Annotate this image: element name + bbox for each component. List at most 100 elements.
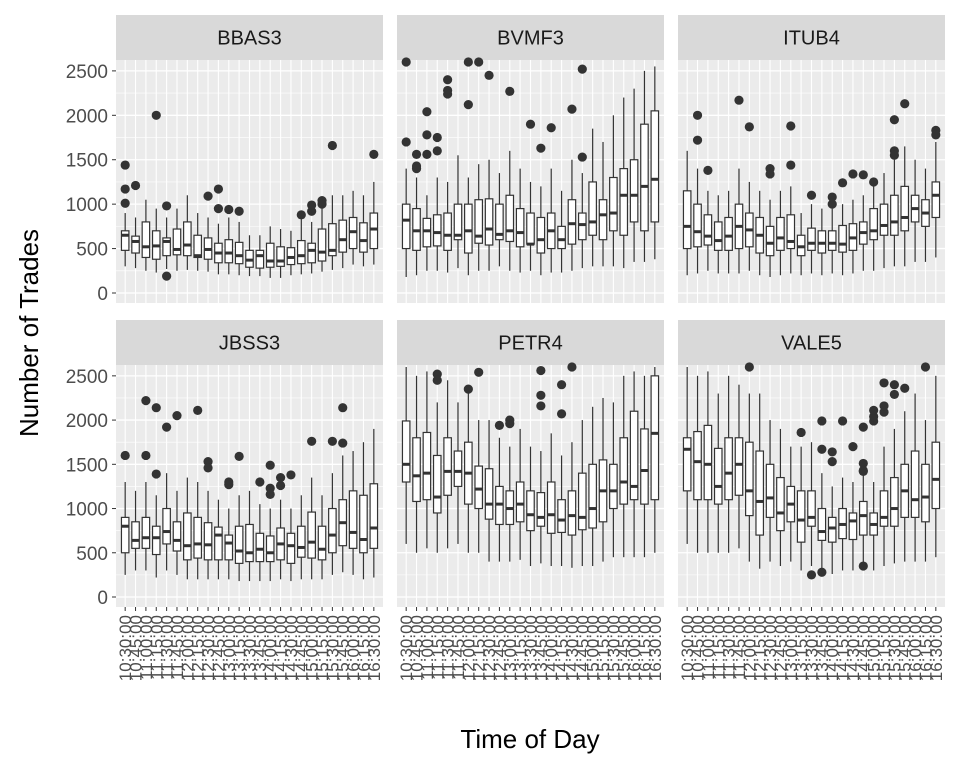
box-iqr	[879, 490, 889, 527]
x-tick-label: 16:00:00	[344, 615, 363, 681]
outlier-point	[432, 132, 442, 143]
strip-bg	[397, 15, 664, 60]
y-tick-label: 0	[97, 284, 108, 305]
box-iqr	[619, 437, 629, 505]
x-tick-label: 12:15:00	[751, 615, 770, 681]
box-iqr	[432, 454, 442, 514]
box-iqr	[515, 207, 525, 248]
outlier-point	[703, 165, 713, 175]
box-iqr	[526, 490, 535, 532]
outlier-point	[858, 422, 868, 432]
box-iqr	[879, 203, 889, 236]
box-iqr	[484, 198, 494, 246]
box-iqr	[827, 516, 837, 543]
outlier-point	[327, 436, 337, 446]
x-tick-label: 11:00:00	[699, 615, 718, 680]
outlier-point	[920, 362, 931, 372]
outlier-point	[858, 170, 868, 180]
box-iqr	[693, 430, 702, 501]
panel-bvmf3: BVMF3	[397, 15, 664, 303]
outlier-point	[224, 204, 234, 215]
x-tick-label: 15:30:00	[323, 615, 342, 681]
panel-itub4: ITUB4	[678, 15, 945, 303]
box-iqr	[464, 203, 473, 254]
outlier-point	[224, 480, 234, 490]
x-tick-label: 16:15:00	[635, 615, 654, 681]
box-iqr	[890, 476, 899, 527]
box-iqr	[505, 194, 515, 243]
panel-bbas3: BBAS3 0 500 1000 1500 2000 2500	[66, 15, 383, 305]
outlier-point	[806, 570, 817, 580]
x-axis-title: Time of Day	[460, 724, 599, 754]
box-iqr	[890, 194, 899, 236]
panels-layer: BBAS3 0 500 1000 1500 2000 2500 BVMF3 ITUB4 JBSS3…	[66, 15, 946, 681]
box-iqr	[162, 507, 171, 545]
box-iqr	[577, 212, 587, 241]
y-tick-label: 2500	[66, 62, 108, 83]
box-iqr	[807, 490, 816, 527]
x-tick-label: 12:30:00	[480, 615, 499, 681]
x-tick-label: 12:00:00	[459, 615, 478, 681]
x-tick-label: 16:30:00	[646, 615, 665, 681]
box-iqr	[910, 450, 920, 518]
y-tick-label: 2500	[66, 367, 108, 388]
x-tick-label: 13:30:00	[522, 615, 541, 681]
box-iqr	[724, 216, 733, 251]
outlier-point	[692, 135, 703, 145]
box-iqr	[776, 476, 785, 532]
x-tick-label: 13:30:00	[241, 615, 260, 681]
box-iqr	[745, 441, 754, 517]
x-tick-label: 15:30:00	[604, 615, 623, 681]
box-iqr	[629, 410, 639, 501]
box-iqr	[588, 181, 597, 236]
y-tick-label: 1000	[66, 500, 108, 521]
x-tick-label: 14:15:00	[834, 615, 853, 681]
outlier-point	[286, 470, 296, 480]
box-iqr	[557, 499, 566, 534]
box-iqr	[193, 516, 203, 559]
x-tick-label: 11:00:00	[418, 615, 437, 680]
box-iqr	[276, 246, 285, 267]
outlier-point	[889, 389, 899, 400]
outlier-point	[567, 362, 577, 372]
outlier-point	[120, 450, 130, 461]
x-tick-label: 12:45:00	[771, 615, 790, 681]
box-iqr	[786, 214, 796, 250]
box-iqr	[713, 221, 723, 251]
x-tick-label: 11:45:00	[168, 615, 187, 680]
x-tick-label: 16:30:00	[365, 615, 384, 681]
x-tick-label: 15:15:00	[875, 615, 894, 681]
outlier-point	[275, 480, 286, 491]
x-tick-label: 10:30:00	[678, 615, 697, 681]
box-iqr	[900, 185, 910, 232]
outlier-point	[817, 567, 827, 577]
x-tick-label: 14:45:00	[854, 615, 873, 681]
outlier-point	[858, 561, 868, 571]
x-tick-label: 13:45:00	[532, 615, 551, 681]
box-iqr	[557, 225, 566, 250]
x-tick-label: 14:00:00	[823, 615, 842, 681]
outlier-point	[203, 191, 213, 201]
outlier-point	[734, 95, 744, 105]
outlier-point	[130, 180, 141, 191]
box-iqr	[328, 507, 337, 554]
outlier-point	[151, 469, 161, 479]
outlier-point	[525, 119, 536, 129]
x-tick-label: 15:00:00	[303, 615, 322, 681]
x-tick-label: 12:30:00	[199, 615, 218, 681]
strip-label: BVMF3	[497, 28, 564, 50]
box-iqr	[193, 234, 203, 259]
box-iqr	[245, 523, 254, 563]
box-iqr	[682, 437, 692, 492]
box-iqr	[348, 490, 358, 549]
outlier-point	[327, 140, 337, 151]
box-iqr	[265, 242, 275, 268]
box-iqr	[214, 526, 223, 561]
outlier-point	[422, 149, 432, 159]
x-tick-label: 15:30:00	[885, 615, 904, 681]
outlier-point	[411, 164, 422, 174]
box-iqr	[286, 532, 296, 564]
box-iqr	[120, 516, 130, 554]
box-iqr	[640, 123, 649, 232]
box-iqr	[567, 490, 577, 536]
